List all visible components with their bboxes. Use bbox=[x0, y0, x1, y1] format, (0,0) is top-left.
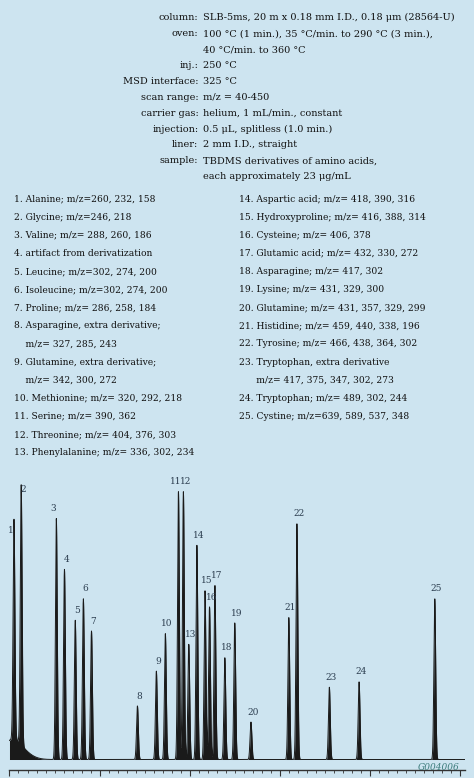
Text: 9. Glutamine, extra derivative;: 9. Glutamine, extra derivative; bbox=[14, 358, 156, 366]
Text: 23. Tryptophan, extra derivative: 23. Tryptophan, extra derivative bbox=[239, 358, 390, 366]
Text: 12. Threonine; m/z= 404, 376, 303: 12. Threonine; m/z= 404, 376, 303 bbox=[14, 430, 176, 439]
Text: 5. Leucine; m/z=302, 274, 200: 5. Leucine; m/z=302, 274, 200 bbox=[14, 267, 157, 276]
Text: inj.:: inj.: bbox=[180, 61, 198, 70]
Text: MSD interface:: MSD interface: bbox=[123, 77, 198, 86]
Text: 4: 4 bbox=[64, 555, 69, 564]
Text: helium, 1 mL/min., constant: helium, 1 mL/min., constant bbox=[203, 109, 342, 117]
Text: 18. Asparagine; m/z= 417, 302: 18. Asparagine; m/z= 417, 302 bbox=[239, 267, 383, 276]
Text: 19: 19 bbox=[231, 608, 242, 618]
Text: 13: 13 bbox=[185, 630, 196, 639]
Text: 1: 1 bbox=[9, 526, 14, 534]
Text: 20. Glutamine; m/z= 431, 357, 329, 299: 20. Glutamine; m/z= 431, 357, 329, 299 bbox=[239, 303, 426, 312]
Text: TBDMS derivatives of amino acids,: TBDMS derivatives of amino acids, bbox=[203, 156, 377, 165]
Text: each approximately 23 μg/mL: each approximately 23 μg/mL bbox=[203, 172, 351, 181]
Text: 13. Phenylalanine; m/z= 336, 302, 234: 13. Phenylalanine; m/z= 336, 302, 234 bbox=[14, 448, 194, 457]
Text: 25: 25 bbox=[431, 584, 442, 594]
Text: 10. Methionine; m/z= 320, 292, 218: 10. Methionine; m/z= 320, 292, 218 bbox=[14, 394, 182, 403]
Text: 8: 8 bbox=[137, 692, 142, 701]
Text: 2. Glycine; m/z=246, 218: 2. Glycine; m/z=246, 218 bbox=[14, 212, 131, 222]
Text: 6. Isoleucine; m/z=302, 274, 200: 6. Isoleucine; m/z=302, 274, 200 bbox=[14, 285, 167, 294]
Text: 7. Proline; m/z= 286, 258, 184: 7. Proline; m/z= 286, 258, 184 bbox=[14, 303, 156, 312]
Text: carrier gas:: carrier gas: bbox=[141, 109, 198, 117]
Text: 17: 17 bbox=[211, 571, 222, 580]
Text: 3. Valine; m/z= 288, 260, 186: 3. Valine; m/z= 288, 260, 186 bbox=[14, 231, 152, 240]
Text: 17. Glutamic acid; m/z= 432, 330, 272: 17. Glutamic acid; m/z= 432, 330, 272 bbox=[239, 249, 419, 258]
Text: 11. Serine; m/z= 390, 362: 11. Serine; m/z= 390, 362 bbox=[14, 412, 136, 421]
Text: SLB-5ms, 20 m x 0.18 mm I.D., 0.18 μm (28564-U): SLB-5ms, 20 m x 0.18 mm I.D., 0.18 μm (2… bbox=[203, 13, 455, 23]
Text: 14: 14 bbox=[193, 531, 204, 540]
Text: 1. Alanine; m/z=260, 232, 158: 1. Alanine; m/z=260, 232, 158 bbox=[14, 194, 155, 204]
Text: 40 °C/min. to 360 °C: 40 °C/min. to 360 °C bbox=[203, 45, 305, 54]
Text: 2 mm I.D., straight: 2 mm I.D., straight bbox=[203, 140, 297, 149]
Text: 8. Asparagine, extra derivative;: 8. Asparagine, extra derivative; bbox=[14, 321, 161, 331]
Text: 16: 16 bbox=[206, 593, 217, 601]
Text: oven:: oven: bbox=[172, 29, 198, 38]
Text: 15: 15 bbox=[201, 576, 213, 585]
Text: G004006: G004006 bbox=[418, 762, 460, 772]
Text: m/z= 327, 285, 243: m/z= 327, 285, 243 bbox=[14, 339, 117, 349]
Text: 14. Aspartic acid; m/z= 418, 390, 316: 14. Aspartic acid; m/z= 418, 390, 316 bbox=[239, 194, 415, 204]
Text: 10: 10 bbox=[162, 619, 173, 629]
Text: 12: 12 bbox=[180, 478, 191, 486]
Text: 6: 6 bbox=[82, 584, 88, 594]
Text: 4. artifact from derivatization: 4. artifact from derivatization bbox=[14, 249, 153, 258]
Text: sample:: sample: bbox=[160, 156, 198, 165]
Text: m/z= 417, 375, 347, 302, 273: m/z= 417, 375, 347, 302, 273 bbox=[239, 376, 394, 384]
Text: 7: 7 bbox=[91, 617, 96, 626]
Text: 18: 18 bbox=[221, 643, 232, 653]
Text: m/z = 40-450: m/z = 40-450 bbox=[203, 93, 269, 102]
Text: 21: 21 bbox=[285, 603, 296, 612]
Text: 11: 11 bbox=[170, 478, 182, 486]
Text: 0.5 μL, splitless (1.0 min.): 0.5 μL, splitless (1.0 min.) bbox=[203, 124, 332, 134]
Text: 15. Hydroxyproline; m/z= 416, 388, 314: 15. Hydroxyproline; m/z= 416, 388, 314 bbox=[239, 212, 426, 222]
Text: scan range:: scan range: bbox=[141, 93, 198, 102]
Text: 24. Tryptophan; m/z= 489, 302, 244: 24. Tryptophan; m/z= 489, 302, 244 bbox=[239, 394, 408, 403]
Text: 20: 20 bbox=[247, 708, 258, 717]
Text: 9: 9 bbox=[155, 657, 161, 666]
Text: column:: column: bbox=[159, 13, 198, 23]
Text: 250 °C: 250 °C bbox=[203, 61, 237, 70]
Text: liner:: liner: bbox=[172, 140, 198, 149]
Text: 22: 22 bbox=[293, 510, 304, 518]
Text: 16. Cysteine; m/z= 406, 378: 16. Cysteine; m/z= 406, 378 bbox=[239, 231, 371, 240]
Text: 5: 5 bbox=[74, 606, 80, 615]
Text: 24: 24 bbox=[355, 668, 366, 677]
Text: 100 °C (1 min.), 35 °C/min. to 290 °C (3 min.),: 100 °C (1 min.), 35 °C/min. to 290 °C (3… bbox=[203, 29, 433, 38]
Text: 2: 2 bbox=[20, 485, 26, 494]
Text: injection:: injection: bbox=[152, 124, 198, 134]
Text: 21. Histidine; m/z= 459, 440, 338, 196: 21. Histidine; m/z= 459, 440, 338, 196 bbox=[239, 321, 420, 331]
Text: 3: 3 bbox=[51, 504, 56, 513]
Text: 23: 23 bbox=[326, 673, 337, 682]
Text: 25. Cystine; m/z=639, 589, 537, 348: 25. Cystine; m/z=639, 589, 537, 348 bbox=[239, 412, 410, 421]
Text: m/z= 342, 300, 272: m/z= 342, 300, 272 bbox=[14, 376, 117, 384]
Text: 22. Tyrosine; m/z= 466, 438, 364, 302: 22. Tyrosine; m/z= 466, 438, 364, 302 bbox=[239, 339, 418, 349]
Text: 325 °C: 325 °C bbox=[203, 77, 237, 86]
Text: 19. Lysine; m/z= 431, 329, 300: 19. Lysine; m/z= 431, 329, 300 bbox=[239, 285, 384, 294]
